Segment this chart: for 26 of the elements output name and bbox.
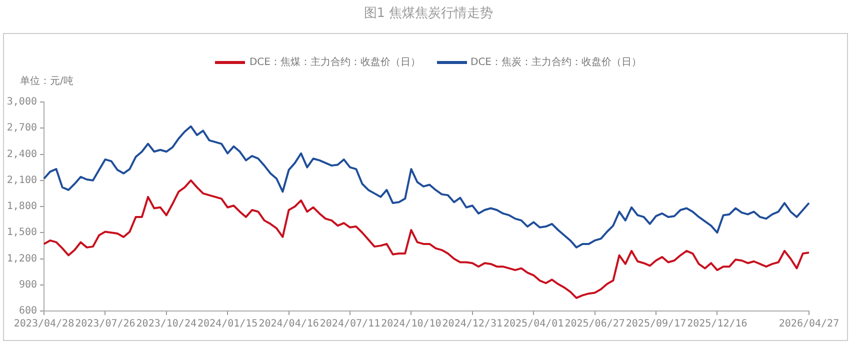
x-tick-label: 2024/01/15 (197, 318, 258, 330)
x-tick-label: 2025/06/27 (564, 318, 625, 330)
x-tick-label: 2026/04/27 (778, 318, 840, 330)
x-tick-label: 2023/07/26 (75, 318, 136, 330)
y-tick-label: 2,700 (6, 122, 37, 134)
x-tick-label: 2024/10/10 (381, 318, 442, 330)
y-tick-label: 1,800 (6, 201, 37, 212)
x-tick-label: 2025/09/17 (626, 318, 686, 330)
legend-label: DCE：焦煤：主力合约：收盘价（日） (249, 57, 420, 68)
x-tick-label: 2025/12/16 (687, 318, 748, 330)
chart-title: 图1 焦煤焦炭行情走势 (362, 5, 494, 22)
y-tick-label: 1,500 (6, 227, 37, 238)
y-tick-label: 600 (18, 306, 37, 317)
y-tick-label: 900 (18, 279, 37, 290)
y-tick-label: 3,000 (6, 96, 37, 108)
x-tick-label: 2024/07/11 (320, 318, 380, 330)
x-tick-label: 2024/12/31 (442, 318, 503, 330)
x-tick-label: 2023/04/28 (14, 318, 74, 330)
x-tick-label: 2025/04/01 (503, 318, 564, 330)
y-tick-label: 2,100 (6, 174, 37, 186)
x-tick-label: 2023/10/24 (136, 318, 197, 330)
x-tick-label: 2024/04/16 (258, 318, 319, 330)
y-tick-label: 2,400 (6, 148, 37, 160)
y-axis-title: 单位：元/吨 (20, 74, 74, 88)
legend-label: DCE：焦炭：主力合约：收盘价（日） (470, 57, 642, 68)
y-tick-label: 1,200 (6, 253, 37, 264)
